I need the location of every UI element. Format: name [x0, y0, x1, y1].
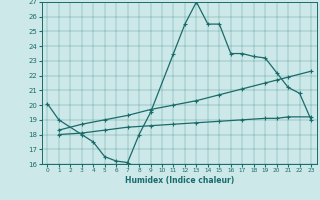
X-axis label: Humidex (Indice chaleur): Humidex (Indice chaleur): [124, 176, 234, 185]
